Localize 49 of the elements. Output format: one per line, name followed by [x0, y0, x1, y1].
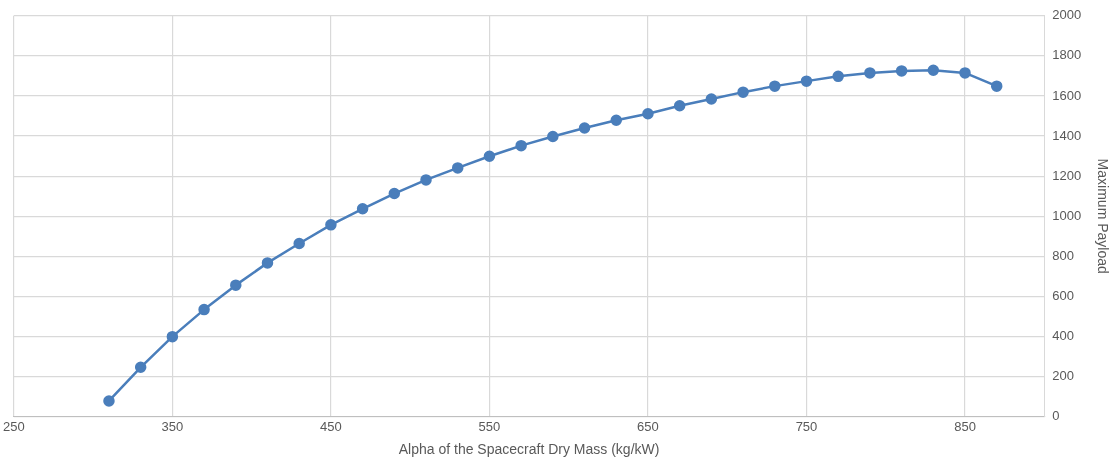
point [515, 139, 527, 152]
y-tick-label: 1400 [1052, 127, 1082, 143]
x-tick-label: 850 [954, 418, 976, 434]
point [927, 64, 940, 77]
point [895, 65, 908, 77]
point [959, 67, 971, 79]
x-tick-label: 550 [478, 418, 501, 434]
point [737, 86, 749, 98]
x-tick-label: 450 [320, 418, 342, 434]
point [547, 130, 559, 143]
point [800, 75, 813, 87]
y-tick-label: 1000 [1052, 207, 1082, 223]
x-tick-label: 650 [637, 418, 659, 434]
y-tick-label: 2000 [1052, 7, 1082, 23]
point [325, 219, 337, 231]
y-tick-label: 1200 [1052, 167, 1082, 183]
y-tick-label: 800 [1052, 247, 1074, 263]
y-tick-label: 1600 [1052, 87, 1082, 103]
y-tick-label: 0 [1052, 408, 1060, 424]
point [261, 257, 274, 269]
point [451, 162, 464, 174]
y-tick-label: 400 [1052, 328, 1074, 344]
point [578, 122, 591, 134]
point [356, 203, 369, 215]
point [230, 279, 242, 291]
x-tick-label: 250 [2, 418, 25, 434]
point [832, 70, 844, 83]
point [610, 114, 622, 126]
x-tick-label: 350 [161, 418, 184, 434]
point [420, 174, 432, 186]
point [990, 80, 1003, 92]
point [103, 395, 115, 407]
point [769, 80, 781, 92]
x-tick-label: 750 [795, 418, 818, 434]
y-axis-title: Maximum Payload [1094, 158, 1111, 274]
point [705, 93, 718, 105]
x-axis-title: Alpha of the Spacecraft Dry Mass (kg/kW) [398, 441, 660, 458]
point [134, 361, 147, 374]
point [642, 108, 654, 120]
point [293, 237, 305, 250]
point [673, 100, 686, 112]
y-tick-label: 1800 [1052, 47, 1082, 63]
point [388, 187, 401, 200]
point [483, 150, 496, 163]
point [198, 303, 210, 316]
y-tick-label: 200 [1052, 368, 1074, 384]
point [864, 67, 876, 79]
point [166, 330, 179, 343]
y-tick-label: 600 [1052, 287, 1074, 303]
